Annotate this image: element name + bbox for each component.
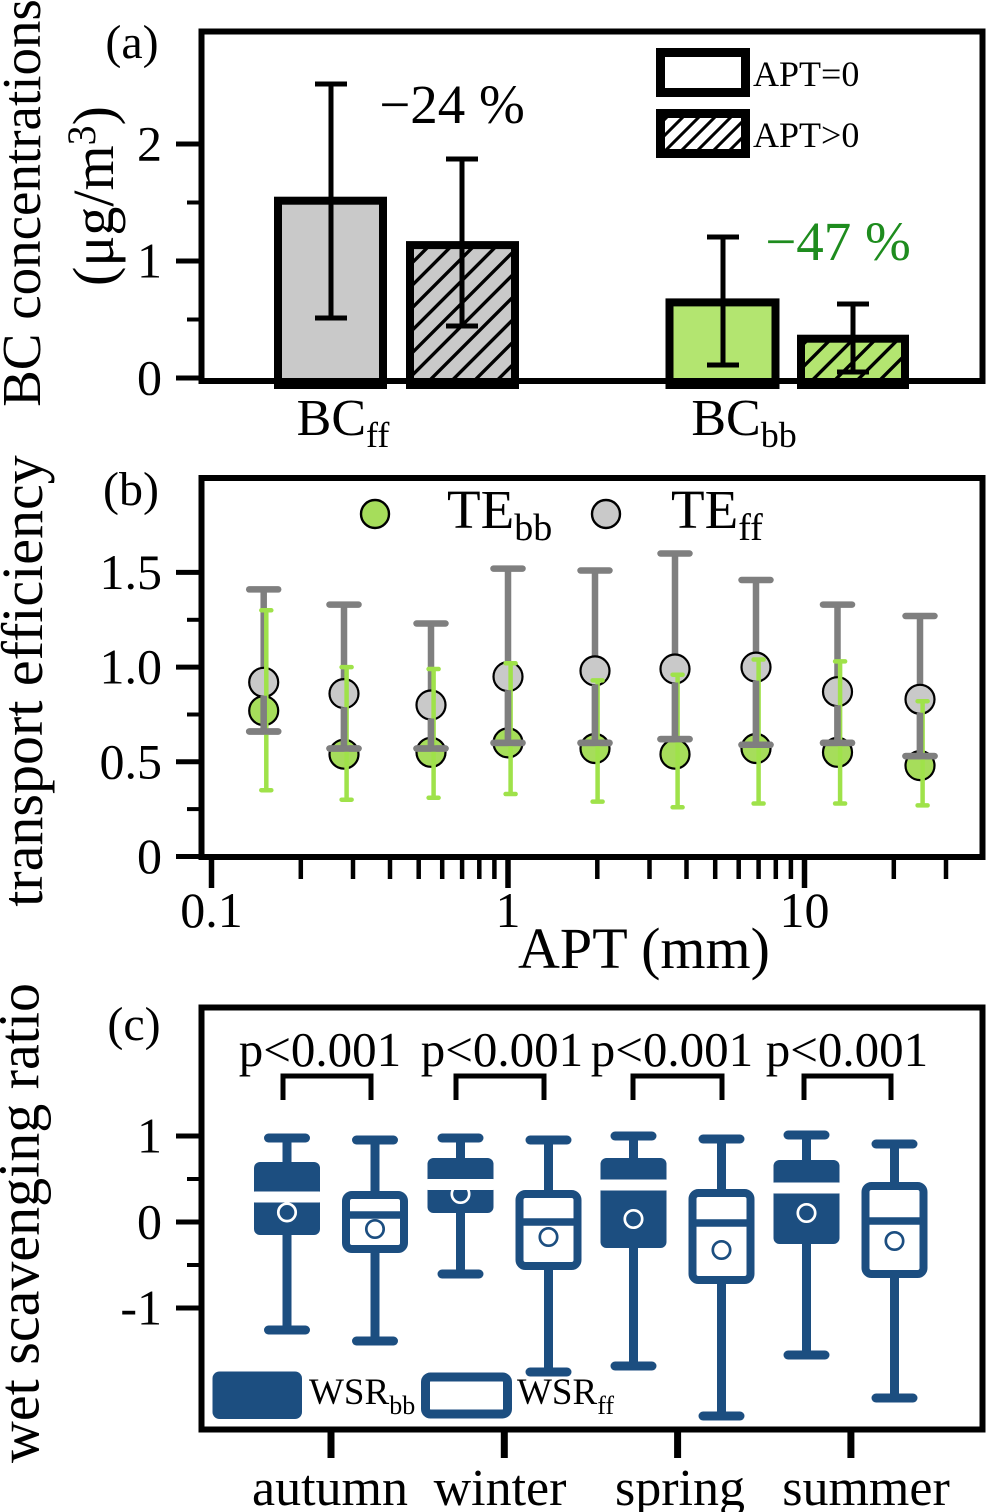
svg-text:1.0: 1.0 <box>100 639 163 695</box>
svg-text:0: 0 <box>137 350 162 406</box>
svg-text:p<0.001: p<0.001 <box>591 1022 753 1077</box>
svg-text:-1: -1 <box>120 1280 162 1336</box>
svg-text:0: 0 <box>137 1194 162 1250</box>
svg-text:10: 10 <box>780 882 830 938</box>
svg-text:wet scavenging ratio: wet scavenging ratio <box>0 983 52 1463</box>
svg-text:1: 1 <box>137 233 162 289</box>
svg-text:0.1: 0.1 <box>180 882 243 938</box>
svg-text:APT>0: APT>0 <box>753 115 859 155</box>
svg-text:−24 %: −24 % <box>379 74 525 135</box>
svg-text:transport efficiency: transport efficiency <box>0 455 55 906</box>
svg-text:p<0.001: p<0.001 <box>421 1022 583 1077</box>
svg-text:autumn: autumn <box>252 1460 408 1512</box>
svg-text:1: 1 <box>496 882 521 938</box>
svg-text:(c): (c) <box>107 998 160 1051</box>
svg-text:1.5: 1.5 <box>100 544 163 600</box>
svg-text:0: 0 <box>137 828 162 884</box>
svg-text:(a): (a) <box>105 16 158 69</box>
svg-text:winter: winter <box>434 1460 567 1512</box>
svg-text:spring: spring <box>615 1460 745 1512</box>
svg-text:(b): (b) <box>103 463 159 516</box>
svg-text:−47 %: −47 % <box>765 211 911 272</box>
svg-text:p<0.001: p<0.001 <box>766 1022 928 1077</box>
svg-text:2: 2 <box>137 116 162 172</box>
svg-text:p<0.001: p<0.001 <box>239 1022 401 1077</box>
svg-text:0.5: 0.5 <box>100 733 163 789</box>
svg-text:1: 1 <box>137 1108 162 1164</box>
svg-text:BC concentrations: BC concentrations <box>0 0 52 407</box>
svg-text:APT (mm): APT (mm) <box>518 916 770 981</box>
svg-text:summer: summer <box>782 1460 950 1512</box>
svg-text:APT=0: APT=0 <box>753 54 859 94</box>
